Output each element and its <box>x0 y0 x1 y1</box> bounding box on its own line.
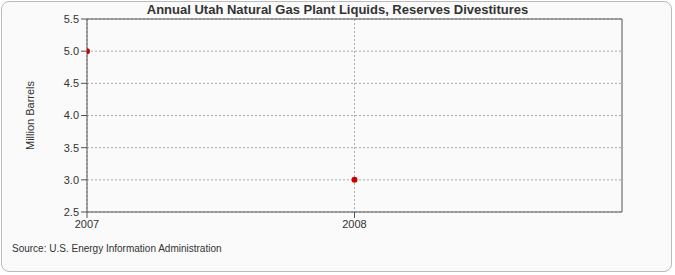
svg-text:5.5: 5.5 <box>64 13 79 25</box>
svg-text:5.0: 5.0 <box>64 45 79 57</box>
svg-text:3.0: 3.0 <box>64 174 79 186</box>
svg-text:4.5: 4.5 <box>64 77 79 89</box>
svg-text:2007: 2007 <box>75 218 99 230</box>
svg-text:3.5: 3.5 <box>64 142 79 154</box>
svg-text:2008: 2008 <box>342 218 366 230</box>
svg-text:Million Barrels: Million Barrels <box>24 80 36 150</box>
html-text:Annual Utah Natural Gas Plant: Annual Utah Natural Gas Plant Liquids, R… <box>146 2 529 17</box>
html-text:Source: U.S. Energy Informatio: Source: U.S. Energy Information Administ… <box>12 243 222 254</box>
svg-text:4.0: 4.0 <box>64 109 79 121</box>
svg-text:2.5: 2.5 <box>64 206 79 218</box>
